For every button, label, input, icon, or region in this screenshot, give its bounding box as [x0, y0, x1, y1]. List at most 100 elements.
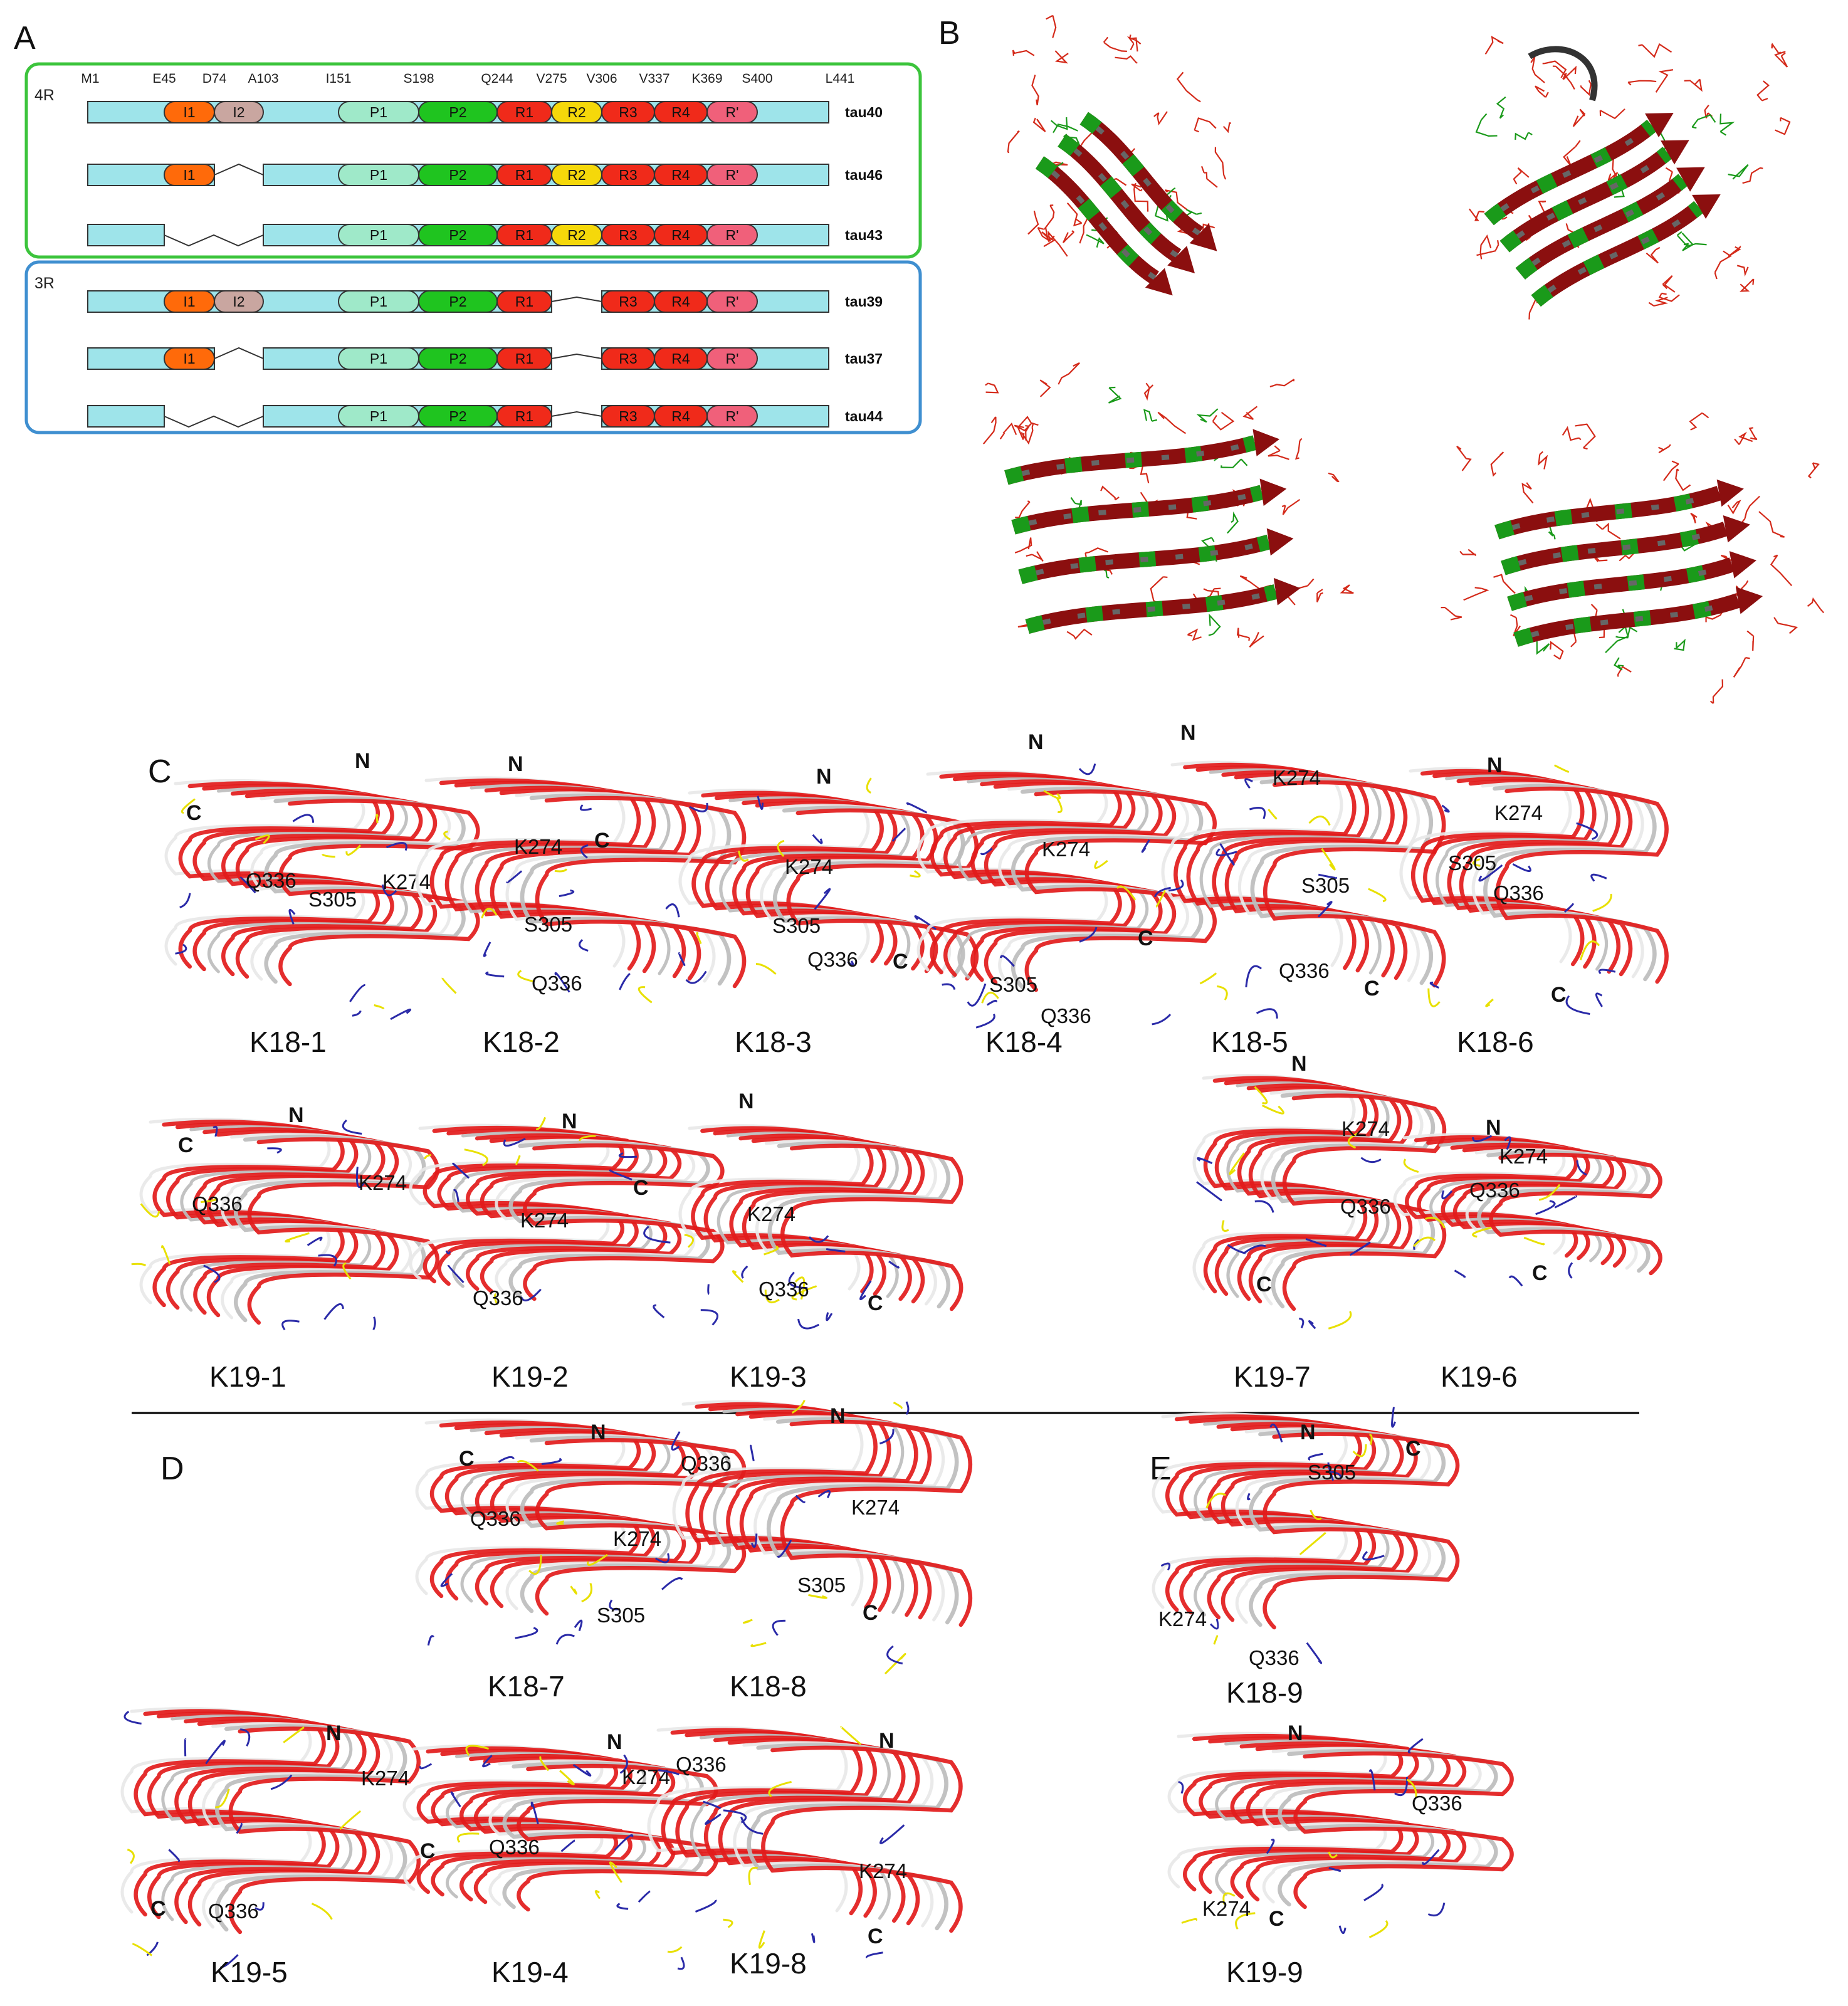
residue-label: K274	[1499, 1145, 1548, 1168]
residue-label: S305	[597, 1604, 645, 1627]
side-chains-red	[1007, 14, 1231, 257]
domain-label: I2	[233, 293, 244, 310]
structure-caption: K19-2	[491, 1360, 569, 1393]
residue-label: K274	[361, 1767, 409, 1790]
terminus-n: N	[355, 749, 370, 773]
ribbon-structure-1	[1035, 112, 1217, 296]
structure-caption: K18-7	[488, 1670, 565, 1703]
panel-letter-b: B	[938, 15, 960, 51]
domain-label: R4	[671, 104, 690, 120]
terminus-c: C	[863, 1601, 878, 1625]
residue-label: K274	[382, 870, 431, 893]
ribbon-structure-4	[1494, 479, 1763, 647]
splice-gap	[214, 347, 264, 359]
domain-label: R3	[619, 350, 637, 367]
terminus-c: C	[186, 801, 202, 825]
domain-label: I2	[233, 104, 244, 120]
domain-label: I1	[183, 350, 195, 367]
isoform-row-tau37: I1 P1 P2 R1 R3 R4 R' tau37	[87, 347, 883, 370]
isoform-label: tau40	[845, 104, 883, 120]
terminus-n: N	[1487, 754, 1503, 777]
terminus-n: N	[879, 1729, 895, 1753]
residue-label: K274	[1494, 801, 1543, 824]
isoform-label: tau37	[845, 350, 883, 367]
domain-label: R1	[515, 408, 533, 424]
isoform-label: tau43	[845, 227, 883, 243]
terminus-n: N	[830, 1404, 846, 1428]
position-label: V306	[586, 71, 617, 86]
terminus-n: N	[591, 1420, 606, 1444]
terminus-c: C	[459, 1447, 475, 1471]
structure-caption: K19-4	[491, 1956, 569, 1988]
structure-caption: K18-1	[249, 1026, 327, 1058]
residue-label: Q336	[532, 972, 582, 995]
fibril-model-k19-6: N C K274 Q336 K19-6	[1393, 1116, 1662, 1393]
isoform-diagram-panel: 4R 3R M1 E45 D74 A103 I151 S198 Q244 V275 V306 V3…	[24, 62, 922, 434]
position-label: K369	[691, 71, 722, 86]
residue-label: Q336	[1469, 1179, 1520, 1202]
terminus-n: N	[816, 765, 832, 789]
residue-label: Q336	[208, 1899, 259, 1923]
structure-caption: K18-2	[483, 1026, 560, 1058]
terminus-c: C	[1138, 927, 1153, 950]
position-label: M1	[81, 71, 99, 86]
domain-rprime	[706, 405, 758, 428]
residue-label: Q336	[246, 869, 297, 892]
domain-label: R'	[725, 104, 738, 120]
residue-label: Q336	[676, 1753, 727, 1776]
terminus-n: N	[607, 1730, 622, 1754]
residue-label: K274	[1273, 766, 1321, 789]
residue-label: Q336	[1279, 959, 1330, 982]
fibril-model-k18-9: N C S305 K274 Q336 K18-9	[1152, 1407, 1460, 1709]
residue-label: K274	[1158, 1607, 1207, 1631]
residue-label: Q336	[192, 1192, 243, 1216]
splice-gap	[164, 415, 264, 428]
terminus-n: N	[326, 1721, 342, 1745]
domain-i1	[164, 164, 215, 186]
structure-caption: K19-7	[1234, 1360, 1311, 1393]
domain-label: I1	[183, 293, 195, 310]
domain-label: R3	[619, 104, 637, 120]
terminus-c: C	[868, 1925, 883, 1948]
domain-label: R4	[671, 167, 690, 183]
domain-rprime	[706, 164, 758, 186]
domain-rprime	[706, 101, 758, 123]
domain-label: R2	[567, 167, 585, 183]
structure-caption: K19-6	[1441, 1360, 1518, 1393]
domain-label: R1	[515, 167, 533, 183]
terminus-c: C	[178, 1133, 194, 1157]
position-label: A103	[248, 71, 278, 86]
terminus-n: N	[508, 752, 523, 776]
domain-label: I1	[183, 104, 195, 120]
ribbon-structure-2	[1484, 113, 1721, 307]
fibril-model-k18-7: N C Q336 K274 S305 K18-7	[415, 1418, 747, 1703]
domain-label: R'	[725, 350, 738, 367]
residue-label: K274	[1202, 1897, 1251, 1920]
domain-label: P2	[449, 408, 466, 424]
residue-label: Q336	[807, 948, 858, 971]
terminus-c: C	[420, 1839, 436, 1863]
position-label: Q244	[481, 71, 513, 86]
terminus-n: N	[1300, 1420, 1316, 1444]
domain-label: R1	[515, 350, 533, 367]
isoform-label: tau44	[845, 408, 883, 424]
domain-label: R4	[671, 408, 690, 424]
isoform-row-tau43: P1 P2 R1 R2 R3 R4 R' tau43	[87, 224, 883, 247]
domain-label: R4	[671, 350, 690, 367]
fibril-model-k19-5: N C K274 Q336 K19-5	[120, 1707, 421, 1988]
group-label-3r: 3R	[34, 275, 55, 292]
fibril-model-k19-9: N C Q336 K274 K19-9	[1167, 1721, 1514, 1988]
position-label: S400	[742, 71, 772, 86]
fibril-model-k18-6: N C K274 S305 Q336 K18-6	[1399, 754, 1669, 1058]
terminus-c: C	[1269, 1907, 1284, 1931]
terminus-c: C	[1532, 1261, 1548, 1285]
terminus-n: N	[1291, 1052, 1307, 1076]
domain-label: R1	[515, 227, 533, 243]
domain-rprime	[706, 224, 758, 246]
group-label-4r: 4R	[34, 87, 55, 104]
residue-label: Q336	[473, 1286, 523, 1310]
domain-label: R'	[725, 227, 738, 243]
isoform-rows: I1 I2 P1 P2 R1 R2 R3 R4 R' tau40 I1 P1 P2 R1 R2 R3 R4 R' t…	[87, 101, 883, 428]
